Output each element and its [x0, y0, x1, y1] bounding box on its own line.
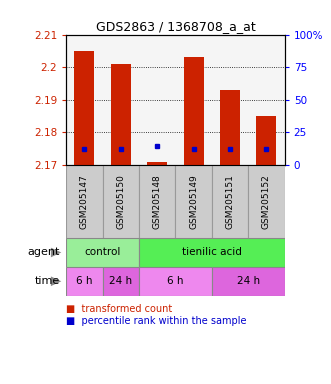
Bar — [103, 165, 139, 238]
Text: 24 h: 24 h — [109, 276, 132, 286]
Bar — [66, 165, 103, 238]
Polygon shape — [51, 248, 61, 257]
Polygon shape — [51, 276, 61, 286]
Title: GDS2863 / 1368708_a_at: GDS2863 / 1368708_a_at — [96, 20, 255, 33]
Text: GSM205151: GSM205151 — [225, 174, 235, 229]
Text: time: time — [34, 276, 60, 286]
Text: ■  percentile rank within the sample: ■ percentile rank within the sample — [66, 316, 247, 326]
Text: tienilic acid: tienilic acid — [182, 247, 242, 258]
Bar — [212, 165, 248, 238]
Bar — [103, 267, 139, 296]
Bar — [184, 58, 204, 165]
Text: agent: agent — [27, 247, 60, 258]
Bar — [248, 165, 285, 238]
Bar — [111, 64, 131, 165]
Text: 6 h: 6 h — [167, 276, 184, 286]
Text: GSM205150: GSM205150 — [116, 174, 125, 229]
Text: GSM205147: GSM205147 — [80, 174, 89, 229]
Bar — [139, 238, 285, 267]
Bar — [66, 267, 103, 296]
Bar — [212, 267, 285, 296]
Bar — [139, 267, 212, 296]
Bar — [175, 165, 212, 238]
Text: 6 h: 6 h — [76, 276, 93, 286]
Bar — [220, 90, 240, 165]
Bar — [257, 116, 276, 165]
Text: GSM205152: GSM205152 — [262, 174, 271, 229]
Text: ■  transformed count: ■ transformed count — [66, 304, 172, 314]
Text: control: control — [84, 247, 121, 258]
Text: GSM205149: GSM205149 — [189, 174, 198, 229]
Bar — [139, 165, 175, 238]
Bar — [147, 162, 167, 165]
Text: 24 h: 24 h — [237, 276, 260, 286]
Bar — [66, 238, 139, 267]
Bar — [74, 51, 94, 165]
Text: GSM205148: GSM205148 — [153, 174, 162, 229]
